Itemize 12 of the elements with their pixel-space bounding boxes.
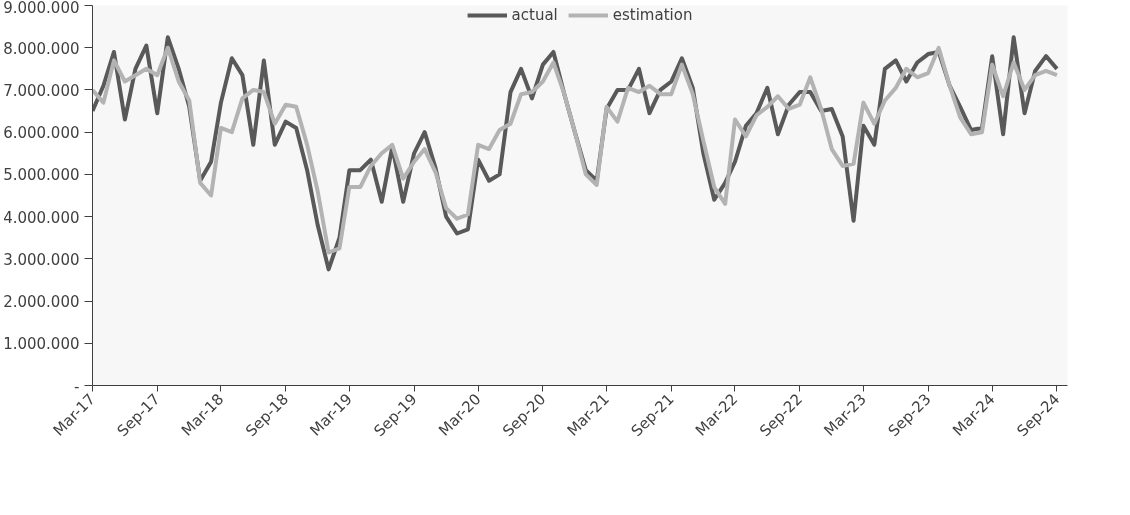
y-tick-label: 4.000.000	[3, 208, 80, 227]
y-tick-label: -	[74, 377, 80, 396]
y-tick-label: 3.000.000	[3, 250, 80, 269]
y-tick-label: 5.000.000	[3, 166, 80, 185]
y-tick-label: 2.000.000	[3, 293, 80, 312]
y-tick-label: 9.000.000	[3, 0, 80, 17]
y-tick-label: 1.000.000	[3, 335, 80, 354]
legend-label: actual	[511, 6, 558, 24]
legend-label: estimation	[612, 6, 693, 24]
y-tick-label: 8.000.000	[3, 39, 80, 58]
y-tick-label: 7.000.000	[3, 81, 80, 100]
y-tick-label: 6.000.000	[3, 124, 80, 143]
